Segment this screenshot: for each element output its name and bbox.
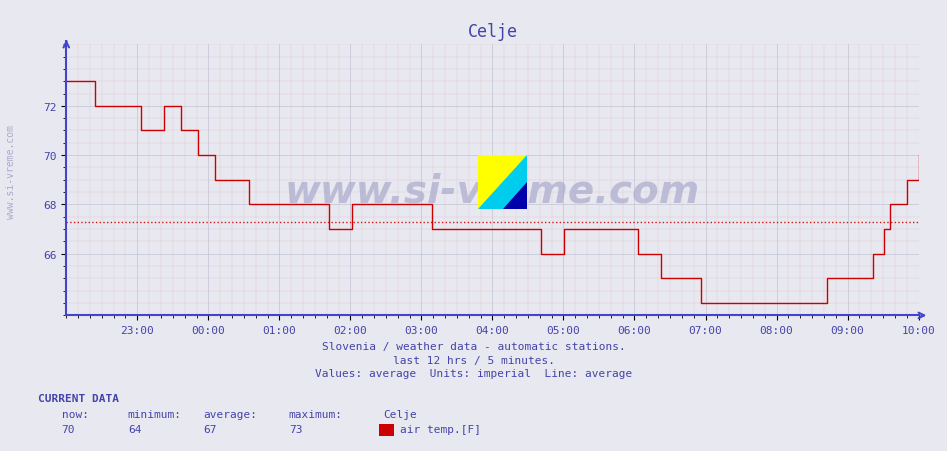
Text: 64: 64 [128,424,141,434]
Text: Celje: Celje [384,409,418,419]
Polygon shape [478,156,527,210]
Polygon shape [478,156,527,210]
Text: maximum:: maximum: [289,409,343,419]
Text: Slovenia / weather data - automatic stations.: Slovenia / weather data - automatic stat… [322,341,625,351]
Text: average:: average: [204,409,258,419]
Text: Values: average  Units: imperial  Line: average: Values: average Units: imperial Line: av… [314,368,633,378]
Text: 73: 73 [289,424,302,434]
Text: air temp.[F]: air temp.[F] [400,424,481,434]
Text: www.si-vreme.com: www.si-vreme.com [285,172,700,210]
Title: Celje: Celje [468,23,517,41]
Text: now:: now: [62,409,89,419]
Text: www.si-vreme.com: www.si-vreme.com [7,124,16,218]
Text: CURRENT DATA: CURRENT DATA [38,393,119,403]
Text: 67: 67 [204,424,217,434]
Text: 70: 70 [62,424,75,434]
Text: last 12 hrs / 5 minutes.: last 12 hrs / 5 minutes. [392,355,555,365]
Polygon shape [503,183,527,210]
Text: minimum:: minimum: [128,409,182,419]
